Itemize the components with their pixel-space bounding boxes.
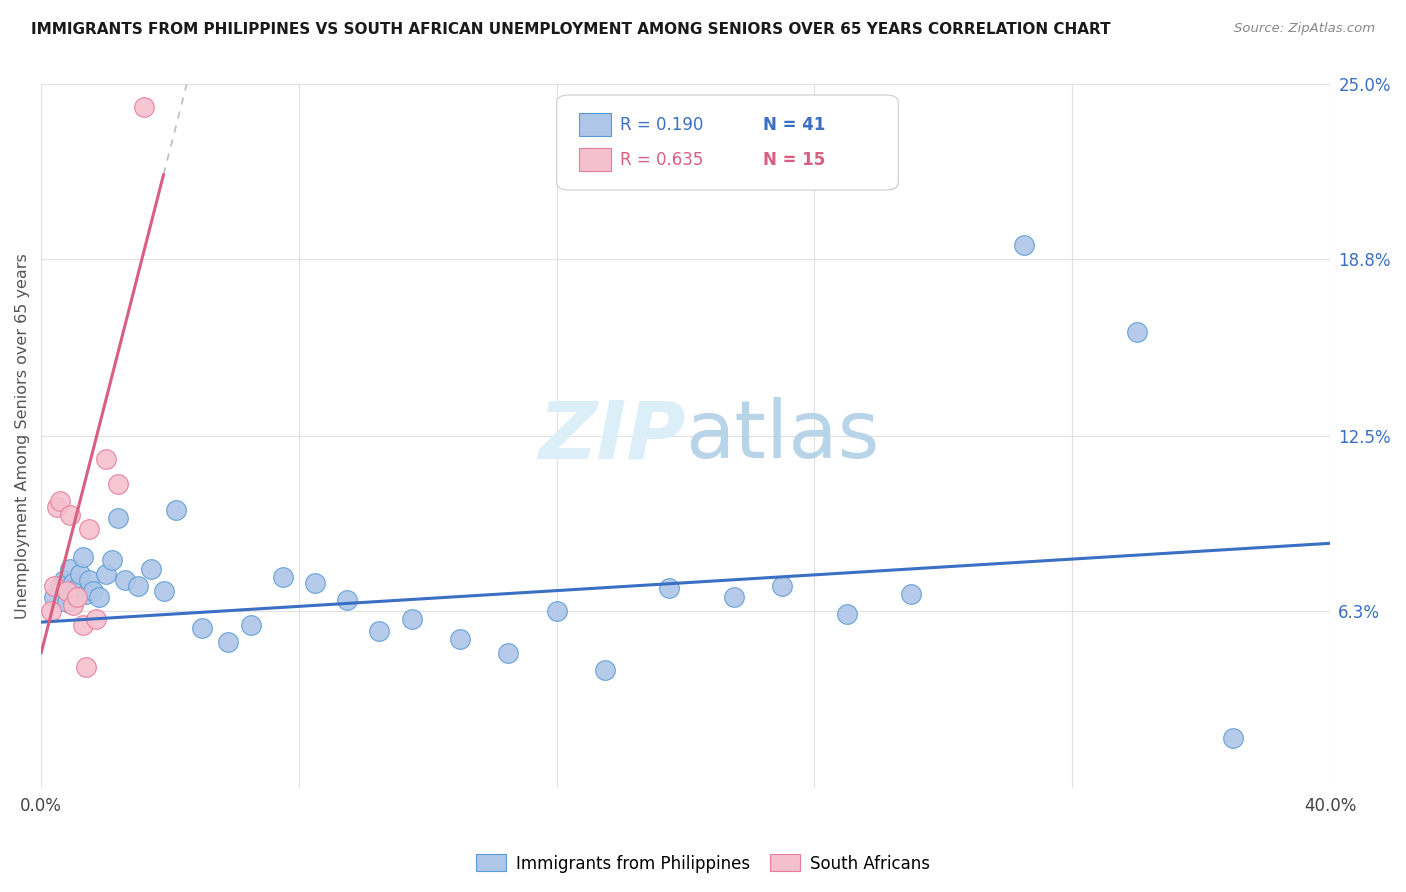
FancyBboxPatch shape — [557, 95, 898, 190]
Point — [59, 508, 82, 523]
Text: N = 41: N = 41 — [763, 116, 825, 134]
Point — [368, 624, 391, 638]
Point — [127, 578, 149, 592]
Point — [107, 477, 129, 491]
Point — [56, 584, 79, 599]
Point — [42, 590, 65, 604]
Point — [87, 590, 110, 604]
Point — [82, 584, 104, 599]
Point — [94, 567, 117, 582]
Point — [72, 618, 94, 632]
Point — [217, 635, 239, 649]
Point — [271, 570, 294, 584]
Point — [546, 604, 568, 618]
Point — [101, 553, 124, 567]
Point — [191, 621, 214, 635]
Point — [65, 590, 87, 604]
Point — [72, 550, 94, 565]
Point — [52, 573, 75, 587]
Point — [139, 561, 162, 575]
Point — [49, 578, 72, 592]
Point — [94, 451, 117, 466]
Point — [75, 660, 97, 674]
FancyBboxPatch shape — [579, 112, 610, 136]
Point — [107, 511, 129, 525]
Point — [79, 573, 101, 587]
Text: R = 0.635: R = 0.635 — [620, 151, 703, 169]
Text: R = 0.190: R = 0.190 — [620, 116, 703, 134]
Y-axis label: Unemployment Among Seniors over 65 years: Unemployment Among Seniors over 65 years — [15, 253, 30, 619]
Point — [75, 587, 97, 601]
Point — [65, 582, 87, 596]
Text: Source: ZipAtlas.com: Source: ZipAtlas.com — [1234, 22, 1375, 36]
Point — [165, 502, 187, 516]
Text: IMMIGRANTS FROM PHILIPPINES VS SOUTH AFRICAN UNEMPLOYMENT AMONG SENIORS OVER 65 : IMMIGRANTS FROM PHILIPPINES VS SOUTH AFR… — [31, 22, 1111, 37]
Point — [336, 592, 359, 607]
Legend: Immigrants from Philippines, South Africans: Immigrants from Philippines, South Afric… — [470, 847, 936, 880]
Point — [56, 595, 79, 609]
Point — [593, 663, 616, 677]
Text: ZIP: ZIP — [538, 397, 686, 475]
Point — [304, 575, 326, 590]
Point — [59, 561, 82, 575]
Point — [84, 612, 107, 626]
Point — [770, 578, 793, 592]
Point — [79, 522, 101, 536]
Point — [114, 573, 136, 587]
Point — [658, 582, 681, 596]
Point — [134, 100, 156, 114]
Text: atlas: atlas — [686, 397, 880, 475]
Point — [62, 575, 84, 590]
FancyBboxPatch shape — [579, 148, 610, 171]
Point — [1012, 238, 1035, 252]
Point — [401, 612, 423, 626]
Point — [46, 500, 69, 514]
Point — [49, 494, 72, 508]
Point — [69, 567, 91, 582]
Point — [152, 584, 174, 599]
Point — [498, 646, 520, 660]
Point — [1222, 731, 1244, 745]
Text: N = 15: N = 15 — [763, 151, 825, 169]
Point — [835, 607, 858, 621]
Point — [39, 604, 62, 618]
Point — [723, 590, 745, 604]
Point — [449, 632, 471, 646]
Point — [62, 599, 84, 613]
Point — [900, 587, 922, 601]
Point — [42, 578, 65, 592]
Point — [1125, 325, 1147, 339]
Point — [239, 618, 262, 632]
